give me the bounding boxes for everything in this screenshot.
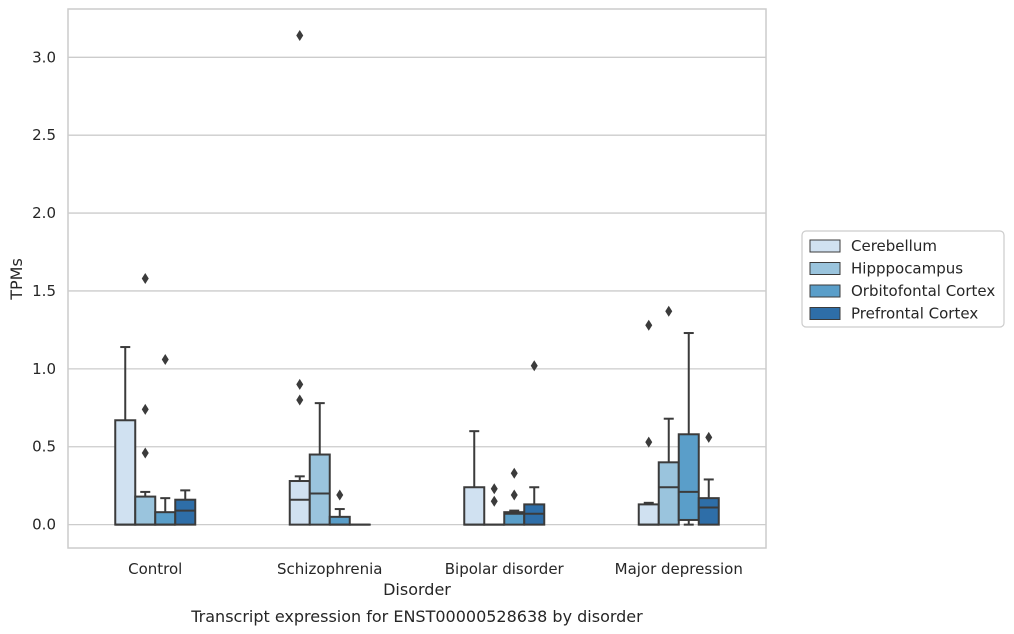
legend-label: Orbitofontal Cortex bbox=[851, 282, 995, 300]
box-plot-series bbox=[114, 29, 720, 526]
box-iqr bbox=[174, 498, 197, 526]
box-iqr bbox=[697, 497, 720, 526]
outlier-point bbox=[490, 483, 498, 495]
box-1-0 bbox=[288, 29, 311, 526]
y-tick-label: 3.0 bbox=[32, 48, 56, 66]
box-2-3 bbox=[523, 360, 546, 526]
box-2-0 bbox=[463, 430, 486, 526]
box-iqr bbox=[677, 433, 700, 521]
box-2-2 bbox=[503, 467, 526, 526]
box-3-3 bbox=[697, 431, 720, 526]
box-2-1 bbox=[483, 483, 506, 526]
box-iqr bbox=[154, 511, 177, 526]
box-iqr bbox=[657, 461, 680, 526]
box-0-1 bbox=[134, 273, 157, 526]
box-0-2 bbox=[154, 354, 177, 526]
legend-label: Hipppocampus bbox=[851, 260, 963, 278]
legend-swatch bbox=[809, 239, 841, 253]
legend-swatch bbox=[809, 307, 841, 320]
outlier-point bbox=[665, 305, 673, 317]
outlier-point bbox=[490, 495, 498, 507]
outlier-point bbox=[645, 436, 653, 448]
chart-caption: Transcript expression for ENST0000052863… bbox=[190, 607, 643, 626]
legend-swatch bbox=[809, 262, 841, 275]
legend-label: Prefrontal Cortex bbox=[851, 305, 978, 323]
box-0-0 bbox=[114, 346, 137, 526]
y-tick-label: 1.5 bbox=[32, 282, 56, 300]
box-iqr bbox=[328, 515, 351, 526]
box-iqr bbox=[134, 495, 157, 526]
legend-swatch bbox=[809, 284, 841, 298]
box-iqr bbox=[288, 480, 311, 526]
outlier-point bbox=[296, 29, 304, 41]
x-tick-label: Major depression bbox=[615, 560, 743, 578]
outlier-point bbox=[530, 360, 538, 372]
y-tick-labels: 0.0 0.5 1.0 1.5 2.0 2.5 3.0 bbox=[32, 48, 56, 533]
outlier-point bbox=[141, 447, 149, 459]
outlier-point bbox=[510, 467, 518, 479]
outlier-point bbox=[141, 403, 149, 415]
y-tick-label: 1.0 bbox=[32, 360, 56, 378]
box-iqr bbox=[637, 503, 660, 526]
x-tick-labels: Control Schizophrenia Bipolar disorder Majo… bbox=[128, 560, 743, 578]
box-1-2 bbox=[328, 489, 351, 526]
y-axis-label: TPMs bbox=[7, 258, 26, 301]
outlier-point bbox=[141, 273, 149, 284]
y-tick-label: 0.5 bbox=[32, 438, 56, 456]
outlier-point bbox=[510, 489, 518, 501]
x-axis-label: Disorder bbox=[383, 580, 451, 599]
outlier-point bbox=[705, 431, 713, 443]
box-iqr bbox=[114, 419, 137, 526]
box-0-3 bbox=[174, 489, 197, 526]
outlier-point bbox=[296, 378, 304, 390]
y-tick-label: 2.5 bbox=[32, 126, 56, 144]
grid-lines bbox=[68, 56, 766, 526]
legend: Cerebellum Hipppocampus Orbitofontal Corte… bbox=[801, 230, 1005, 328]
x-tick-label: Control bbox=[128, 560, 182, 578]
outlier-point bbox=[161, 354, 169, 366]
box-3-1 bbox=[657, 305, 680, 526]
y-tick-label: 0.0 bbox=[32, 516, 56, 534]
y-tick-label: 2.0 bbox=[32, 204, 56, 222]
outlier-point bbox=[336, 489, 344, 501]
x-tick-label: Bipolar disorder bbox=[445, 560, 565, 578]
axes-frame bbox=[67, 8, 767, 549]
box-iqr bbox=[308, 453, 331, 526]
box-3-2 bbox=[677, 332, 700, 526]
legend-label: Cerebellum bbox=[851, 237, 937, 255]
box-3-0 bbox=[637, 319, 660, 526]
box-1-1 bbox=[308, 402, 331, 526]
legend-frame bbox=[801, 230, 1005, 328]
x-tick-label: Schizophrenia bbox=[277, 560, 382, 578]
outlier-point bbox=[645, 319, 653, 331]
outlier-point bbox=[296, 394, 304, 406]
box-iqr bbox=[463, 486, 486, 526]
